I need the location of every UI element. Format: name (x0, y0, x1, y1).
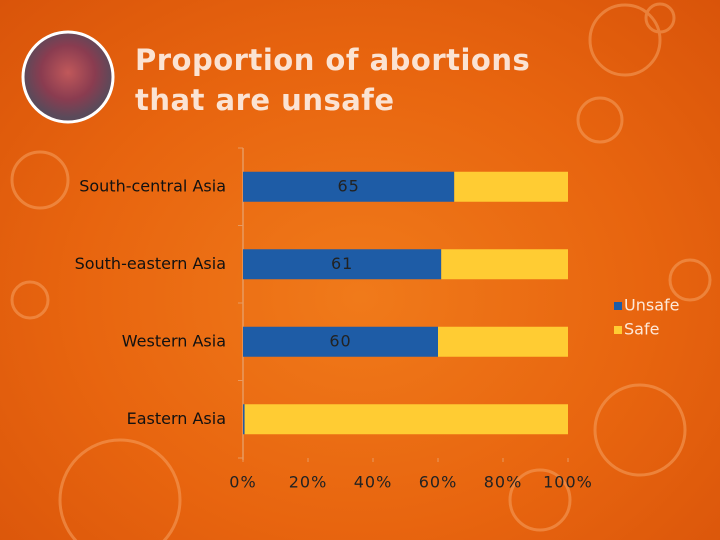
decor (10, 2, 712, 540)
category-label: South-central Asia (79, 176, 226, 195)
bar-segment (438, 326, 568, 357)
value-label: 60 (329, 331, 351, 350)
category-label: Eastern Asia (127, 409, 226, 428)
legend-swatch (614, 326, 622, 334)
x-tick-label: 80% (484, 473, 523, 492)
bar-segment (441, 249, 568, 280)
category-label: Western Asia (122, 331, 226, 350)
category-label: South-eastern Asia (75, 254, 226, 273)
bar-segment (454, 171, 568, 202)
bar-segment (244, 404, 568, 435)
value-label: 61 (331, 254, 353, 273)
x-tick-label: 40% (354, 473, 393, 492)
x-tick-label: 20% (289, 473, 328, 492)
legend-swatch (614, 302, 622, 310)
bar-segment (243, 249, 442, 280)
legend-label: Unsafe (624, 296, 679, 315)
value-label: 65 (337, 176, 359, 195)
bar-segment (243, 326, 438, 357)
chart-title: Proportion of abortions that are unsafe (135, 43, 531, 117)
bar-segment (243, 404, 245, 435)
x-tick-label: 100% (543, 473, 593, 492)
photo (21, 30, 115, 124)
x-tick-label: 0% (229, 473, 256, 492)
legend-label: Safe (624, 320, 659, 339)
x-tick-label: 60% (419, 473, 458, 492)
bar-segment (243, 171, 455, 202)
